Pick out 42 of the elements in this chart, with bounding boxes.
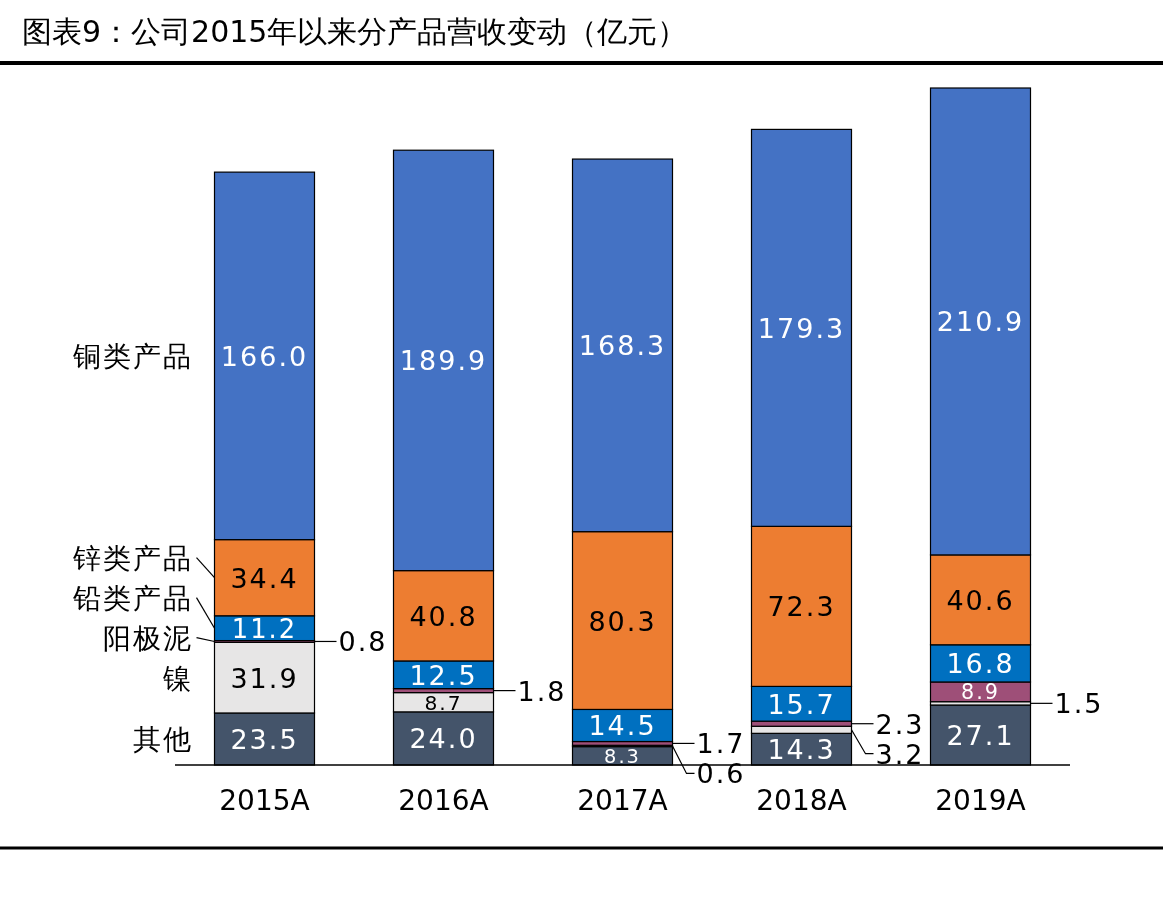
series-label: 锌类产品 bbox=[71, 541, 193, 575]
data-label: 80.3 bbox=[588, 605, 657, 637]
data-label: 166.0 bbox=[220, 340, 309, 372]
data-label: 1.5 bbox=[1054, 688, 1104, 720]
data-label: 27.1 bbox=[946, 719, 1015, 751]
data-label: 24.0 bbox=[409, 723, 478, 755]
data-label: 14.5 bbox=[588, 710, 657, 742]
x-tick-label: 2018A bbox=[756, 784, 847, 817]
data-label: 0.8 bbox=[338, 626, 388, 658]
data-label: 8.7 bbox=[424, 690, 463, 715]
x-tick-label: 2015A bbox=[219, 784, 310, 817]
data-label: 8.9 bbox=[961, 680, 1000, 705]
data-label: 34.4 bbox=[230, 562, 299, 594]
data-label: 210.9 bbox=[936, 306, 1025, 338]
data-label: 1.7 bbox=[696, 728, 746, 760]
x-tick-label: 2019A bbox=[935, 784, 1026, 817]
data-label: 31.9 bbox=[230, 662, 299, 694]
data-label: 11.2 bbox=[231, 613, 298, 644]
data-label: 16.8 bbox=[946, 648, 1015, 680]
chart-title: 图表9：公司2015年以来分产品营收变动（亿元） bbox=[22, 14, 688, 49]
legend-label: 阳极泥 bbox=[102, 621, 193, 655]
data-label: 8.3 bbox=[604, 744, 641, 768]
data-label: 40.8 bbox=[409, 600, 478, 632]
data-label: 12.5 bbox=[409, 659, 478, 691]
data-label: 0.6 bbox=[696, 758, 746, 790]
series-label: 其他 bbox=[132, 722, 193, 756]
x-tick-label: 2017A bbox=[577, 784, 668, 817]
data-label: 15.7 bbox=[767, 688, 836, 720]
data-label: 23.5 bbox=[230, 723, 299, 755]
data-label: 179.3 bbox=[757, 312, 846, 344]
data-label: 168.3 bbox=[578, 330, 667, 362]
legend-label: 铅类产品 bbox=[71, 581, 193, 615]
data-label: 40.6 bbox=[946, 584, 1015, 616]
data-label: 1.8 bbox=[517, 675, 567, 707]
data-label: 72.3 bbox=[767, 591, 836, 623]
data-label: 14.3 bbox=[767, 734, 836, 766]
data-label: 3.2 bbox=[875, 738, 925, 770]
series-label: 铜类产品 bbox=[71, 339, 193, 373]
series-label: 镍 bbox=[161, 661, 193, 695]
data-label: 189.9 bbox=[399, 345, 488, 377]
x-tick-label: 2016A bbox=[398, 784, 489, 817]
data-label: 2.3 bbox=[875, 708, 925, 740]
